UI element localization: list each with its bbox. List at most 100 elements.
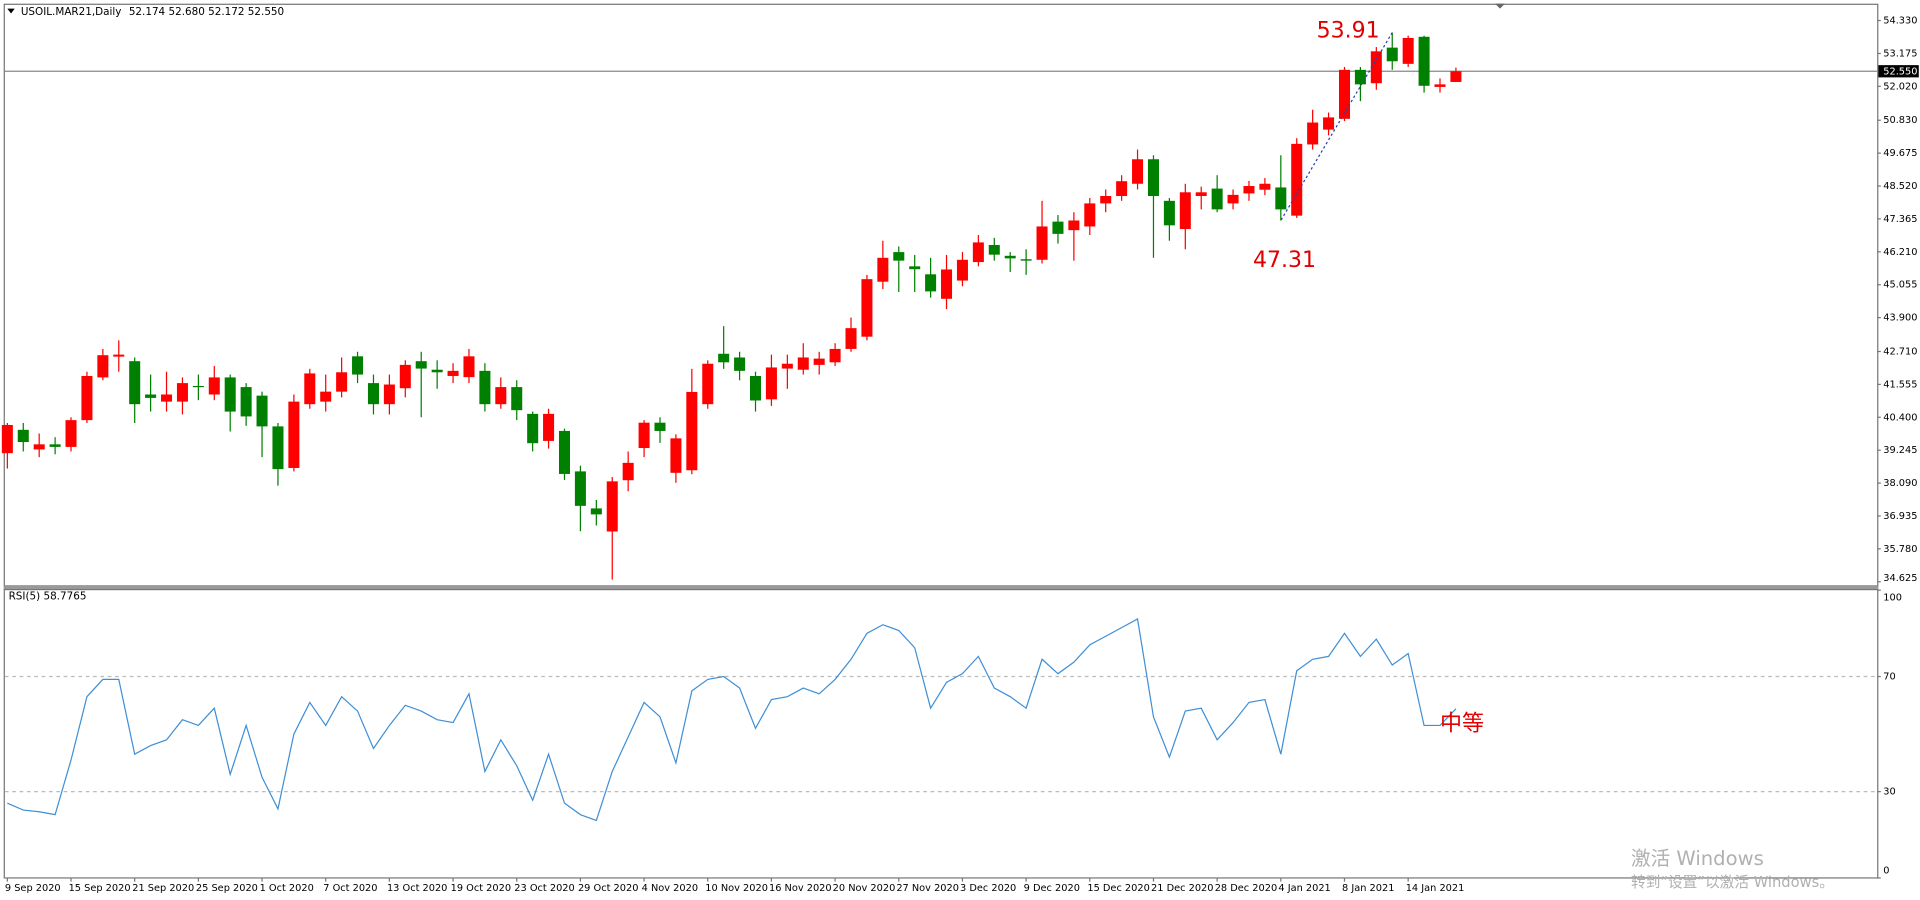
candle-body xyxy=(797,357,809,370)
candle-body xyxy=(1434,84,1446,87)
x-tick-label: 7 Oct 2020 xyxy=(323,883,377,894)
y-tick-label: 30 xyxy=(1883,787,1895,798)
candle-body xyxy=(272,426,284,470)
current-price-box xyxy=(1878,65,1919,78)
candle-body xyxy=(1195,192,1207,196)
candle-body xyxy=(909,266,921,270)
x-tick-label: 21 Dec 2020 xyxy=(1151,883,1214,894)
zigzag-line xyxy=(1280,32,1393,221)
candle-body xyxy=(129,361,141,405)
candle-body xyxy=(320,391,332,402)
y-tick-label: 41.555 xyxy=(1883,379,1917,390)
y-tick-label: 39.245 xyxy=(1883,445,1917,456)
y-tick-label: 54.330 xyxy=(1883,16,1917,27)
x-tick-label: 27 Nov 2020 xyxy=(896,883,959,894)
y-tick-label: 42.710 xyxy=(1883,346,1917,357)
shift-marker xyxy=(1495,3,1505,9)
x-tick-label: 16 Nov 2020 xyxy=(769,883,832,894)
x-tick-label: 20 Nov 2020 xyxy=(833,883,896,894)
x-tick-label: 14 Jan 2021 xyxy=(1406,883,1465,894)
rsi-annotation: 中等 xyxy=(1440,712,1484,737)
y-tick-label: 52.020 xyxy=(1883,81,1917,92)
candle-body xyxy=(1275,187,1287,210)
candle-body xyxy=(1259,183,1271,190)
x-tick-label: 4 Jan 2021 xyxy=(1278,883,1330,894)
candle-body xyxy=(336,372,348,392)
candle-body xyxy=(17,429,29,443)
candle-body xyxy=(1004,255,1016,259)
y-tick-label: 48.520 xyxy=(1883,181,1917,192)
candle-body xyxy=(734,357,746,371)
candle-body xyxy=(654,422,666,431)
candle-body xyxy=(192,385,204,388)
candle-body xyxy=(1147,159,1159,196)
candle-body xyxy=(543,413,555,441)
y-tick-label: 53.175 xyxy=(1883,48,1917,59)
ohlc-label: 52.174 52.680 52.172 52.550 xyxy=(129,6,284,18)
x-tick-label: 9 Sep 2020 xyxy=(5,883,61,894)
candle-body xyxy=(877,257,889,282)
candle-body xyxy=(145,394,157,398)
candle-body xyxy=(1068,220,1080,231)
candle-body xyxy=(622,462,634,481)
candle-body xyxy=(1243,186,1255,194)
y-tick-label: 50.830 xyxy=(1883,115,1917,126)
candle-body xyxy=(718,353,730,363)
menu-arrow[interactable] xyxy=(7,8,15,14)
candle-body xyxy=(781,363,793,369)
symbol-label: USOIL.MAR21,Daily xyxy=(21,6,122,18)
watermark-text: 转到“设置”以激活 Windows。 xyxy=(1631,874,1834,891)
y-tick-label: 43.900 xyxy=(1883,313,1917,324)
candle-body xyxy=(1402,37,1414,64)
candle-body xyxy=(1116,181,1128,196)
candle-body xyxy=(527,413,539,444)
candle-body xyxy=(240,387,252,417)
rsi-pane-frame xyxy=(3,588,1879,879)
candle-body xyxy=(1386,47,1398,62)
candle-body xyxy=(686,391,698,471)
candle-body xyxy=(638,422,650,449)
candle-body xyxy=(861,279,873,337)
x-tick-label: 28 Dec 2020 xyxy=(1215,883,1278,894)
candle-body xyxy=(1020,259,1032,261)
candle-body xyxy=(161,394,173,402)
candle-body xyxy=(352,356,364,375)
x-tick-label: 3 Dec 2020 xyxy=(960,883,1016,894)
candle-body xyxy=(558,430,570,474)
candle-body xyxy=(1211,188,1223,210)
candle-body xyxy=(1450,71,1462,82)
x-tick-label: 21 Sep 2020 xyxy=(132,883,194,894)
candle-body xyxy=(113,354,125,357)
candle-body xyxy=(590,508,602,515)
y-tick-label: 38.090 xyxy=(1883,478,1917,489)
candle-body xyxy=(304,373,316,405)
candle-body xyxy=(367,383,379,405)
y-tick-label: 35.780 xyxy=(1883,544,1917,555)
y-tick-label: 100 xyxy=(1883,593,1902,604)
candle-body xyxy=(1084,203,1096,227)
candle-body xyxy=(447,370,459,376)
candle-body xyxy=(988,244,1000,255)
candle-body xyxy=(1323,117,1335,130)
candle-body xyxy=(463,356,475,378)
candle-body xyxy=(208,377,220,395)
candle-body xyxy=(65,420,77,447)
rsi-title: RSI(5) 58.7765 xyxy=(9,590,87,602)
x-tick-label: 23 Oct 2020 xyxy=(514,883,574,894)
x-tick-label: 4 Nov 2020 xyxy=(642,883,698,894)
candle-body xyxy=(1100,195,1112,204)
y-tick-label: 46.210 xyxy=(1883,247,1917,258)
y-tick-label: 0 xyxy=(1883,866,1889,877)
candle-body xyxy=(81,375,93,421)
rsi-line xyxy=(7,618,1457,822)
candle-body xyxy=(1338,69,1350,119)
candle-body xyxy=(1,424,13,454)
candle-body xyxy=(1418,36,1430,86)
candle-body xyxy=(383,384,395,405)
candle-body xyxy=(1291,143,1303,216)
candle-body xyxy=(399,364,411,389)
x-tick-label: 25 Sep 2020 xyxy=(196,883,258,894)
candle-body xyxy=(893,252,905,261)
